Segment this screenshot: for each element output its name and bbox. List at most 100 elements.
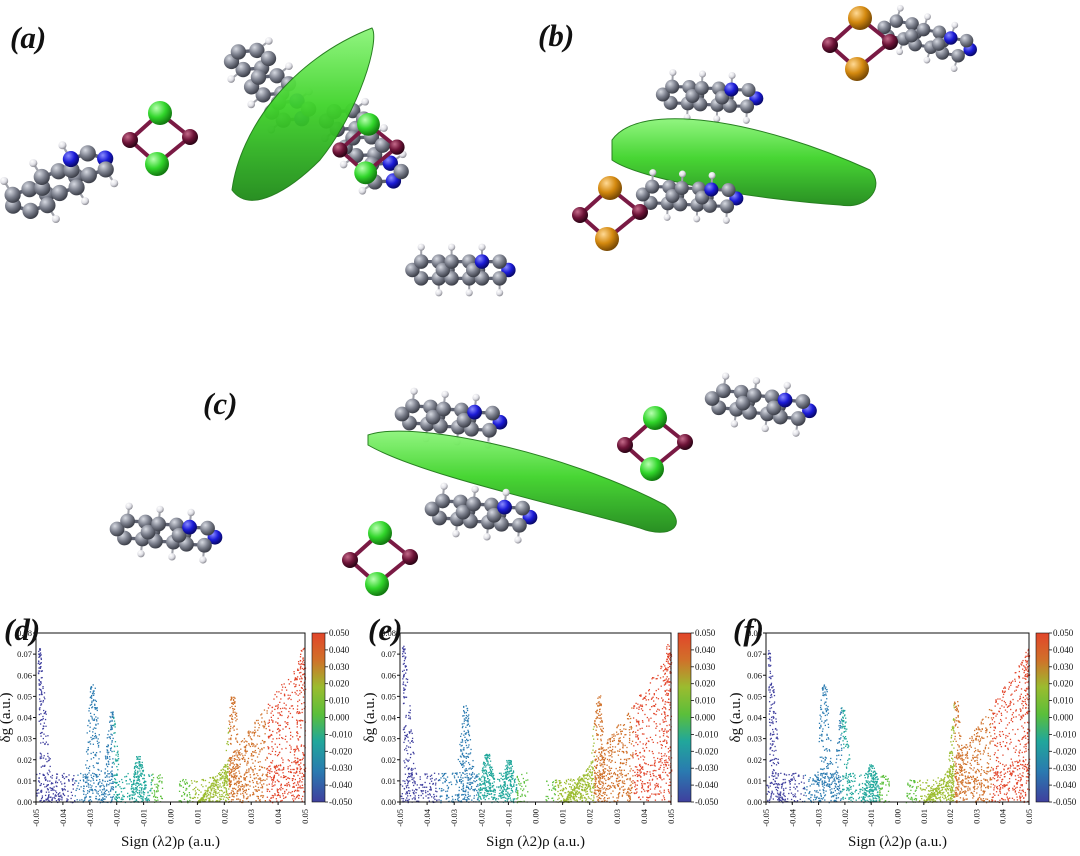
scatter-point	[634, 771, 636, 773]
scatter-point	[548, 789, 551, 791]
scatter-point	[293, 772, 295, 774]
scatter-point	[403, 687, 405, 689]
scatter-point	[607, 773, 609, 775]
scatter-point	[181, 780, 184, 782]
scatter-point	[97, 723, 99, 725]
scatter-point	[645, 762, 647, 765]
scatter-point	[303, 745, 305, 747]
scatter-point	[456, 780, 458, 783]
scatter-point	[641, 782, 643, 785]
scatter-point	[221, 771, 224, 774]
scatter-point	[565, 781, 568, 783]
scatter-point	[501, 790, 503, 793]
scatter-point	[654, 703, 657, 705]
scatter-point	[98, 773, 101, 776]
scatter-point	[439, 795, 442, 797]
scatter-point	[106, 776, 108, 778]
scatter-point	[227, 784, 229, 786]
scatter-point	[608, 755, 610, 757]
scatter-point	[219, 785, 221, 787]
scatter-point	[653, 677, 655, 679]
scatter-point	[571, 780, 573, 782]
scatter-point	[484, 783, 486, 785]
scatter-point	[260, 714, 262, 716]
molecule-view-c	[109, 372, 817, 596]
scatter-point	[406, 733, 408, 736]
scatter-point	[270, 777, 273, 779]
b2-metal-atom	[632, 204, 648, 220]
scatter-point	[38, 667, 40, 669]
scatter-point	[458, 800, 460, 802]
scatter-point	[569, 793, 571, 795]
scatter-point	[634, 786, 636, 788]
scatter-point	[303, 754, 305, 756]
scatter-point	[239, 743, 241, 746]
scatter-point	[264, 800, 267, 802]
scatter-point	[574, 787, 576, 789]
scatter-point	[255, 790, 257, 792]
c-ligand-lower-left-hydrogen-atom	[125, 502, 133, 510]
scatter-point	[414, 795, 416, 797]
scatter-point	[254, 760, 256, 762]
scatter-point	[604, 793, 606, 795]
scatter-point	[578, 791, 581, 793]
scatter-point	[623, 782, 625, 784]
scatter-point	[498, 786, 500, 788]
scatter-point	[276, 705, 278, 707]
scatter-point	[569, 797, 572, 799]
scatter-point	[234, 758, 236, 760]
scatter-point	[120, 798, 122, 801]
scatter-point	[590, 798, 592, 800]
scatter-point	[93, 775, 95, 777]
scatter-point	[86, 779, 88, 781]
scatter-point	[115, 782, 117, 784]
scatter-point	[641, 704, 643, 706]
scatter-point	[403, 674, 405, 676]
scatter-point	[236, 792, 238, 794]
scatter-point	[47, 799, 50, 801]
scatter-point	[90, 715, 92, 717]
scatter-point	[606, 764, 608, 766]
scatter-point	[462, 755, 465, 757]
scatter-point	[244, 747, 247, 749]
scatter-point	[230, 793, 232, 795]
scatter-point	[108, 793, 111, 796]
scatter-point	[199, 798, 202, 801]
scatter-point	[438, 787, 441, 790]
scatter-point	[467, 782, 469, 784]
scatter-point	[227, 794, 230, 796]
scatter-point	[254, 746, 256, 748]
scatter-point	[48, 757, 50, 759]
scatter-point	[587, 782, 589, 784]
scatter-point	[88, 707, 90, 710]
scatter-point	[233, 729, 235, 731]
scatter-point	[647, 786, 649, 788]
scatter-point	[649, 764, 652, 767]
c-ligand-lower-hydrogen-atom	[471, 485, 479, 494]
scatter-point	[472, 789, 474, 791]
scatter-point	[639, 798, 642, 801]
scatter-point	[300, 744, 303, 746]
scatter-point	[260, 766, 263, 768]
scatter-point	[553, 786, 555, 788]
scatter-point	[596, 774, 598, 776]
scatter-point	[40, 677, 43, 679]
scatter-point	[205, 796, 208, 798]
scatter-point	[648, 693, 651, 695]
scatter-point	[406, 792, 408, 795]
scatter-point	[557, 790, 559, 793]
scatter-point	[226, 763, 229, 765]
scatter-point	[602, 756, 605, 759]
scatter-point	[287, 721, 289, 724]
colorbar	[311, 632, 326, 803]
scatter-point	[224, 765, 227, 767]
scatter-point	[651, 678, 653, 680]
scatter-point	[460, 776, 462, 778]
scatter-point	[281, 689, 283, 691]
scatter-point	[647, 796, 650, 799]
scatter-point	[600, 781, 603, 783]
scatter-point	[623, 728, 625, 730]
scatter-point	[629, 734, 631, 736]
scatter-point	[49, 796, 51, 798]
scatter-point	[90, 688, 92, 690]
